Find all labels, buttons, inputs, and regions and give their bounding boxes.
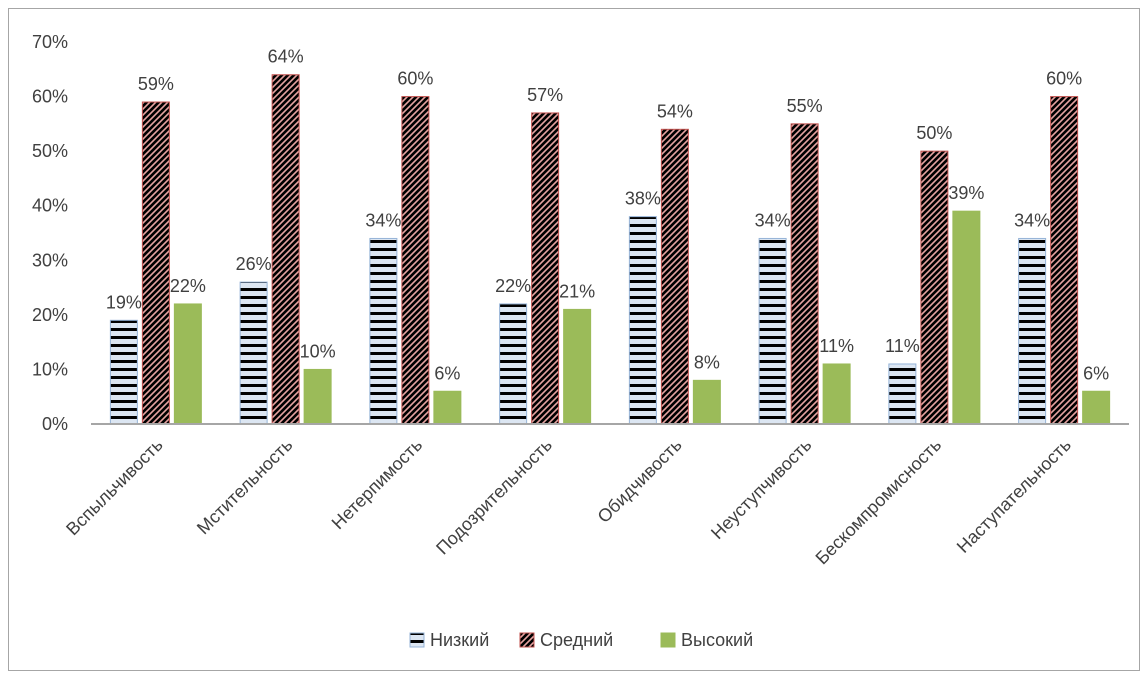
y-tick-label: 10% [32,359,68,379]
y-tick-label: 20% [32,305,68,325]
data-label: 26% [236,254,272,274]
data-label: 60% [1046,69,1082,89]
bar-high [692,379,721,425]
y-axis: 0% 10% 20% 30% 40% 50% 60% 70% [32,32,68,434]
data-labels: 19% 59% 22% 26% 64% 10% 34% 60% 6% 22% 57% 21% 38% 54… [106,47,1109,384]
bar-low [888,363,917,425]
bar-high [952,210,981,425]
data-label: 50% [916,123,952,143]
y-tick-label: 70% [32,32,68,52]
bar-mid [1050,96,1079,425]
data-label: 34% [755,210,791,230]
legend-item: Низкий [409,630,489,650]
data-label: 38% [625,189,661,209]
data-label: 34% [365,210,401,230]
data-label: 59% [138,74,174,94]
data-label: 11% [819,336,854,356]
data-label: 11% [885,336,920,356]
legend-item: Высокий [660,630,753,650]
bar-low [239,281,268,425]
bar-low [1018,237,1047,425]
data-label: 54% [657,101,693,121]
bar-low [758,237,787,425]
x-category-label: Нетерпимость [328,435,426,533]
x-category-label: Подозрительность [432,435,556,559]
data-label: 60% [397,69,433,89]
data-label: 6% [1083,363,1109,383]
bar-high [303,368,332,425]
x-category-label: Бескомпромисность [812,435,946,569]
data-label: 22% [170,276,206,296]
y-tick-label: 0% [42,414,68,434]
legend-label: Низкий [430,630,489,650]
legend-swatch [409,632,425,648]
bar-high [1082,390,1111,425]
data-label: 34% [1014,210,1050,230]
data-label: 19% [106,292,142,312]
legend-label: Высокий [681,630,753,650]
x-category-label: Мстительность [193,435,297,539]
data-label: 10% [300,341,336,361]
y-tick-label: 40% [32,196,68,216]
x-category-label: Обидчивость [594,435,686,527]
bar-high [822,363,851,425]
legend-swatch [660,632,676,648]
x-category-label: Вспыльчивость [62,435,167,540]
bar-low [499,303,528,425]
bar-mid [401,96,430,425]
data-label: 55% [787,96,823,116]
bars [109,74,1111,425]
data-label: 64% [268,47,304,67]
bar-mid [271,74,300,425]
bar-high [563,308,592,425]
bar-high [173,303,202,425]
data-label: 8% [694,352,720,372]
y-tick-label: 50% [32,141,68,161]
bar-mid [920,150,949,425]
bar-high [433,390,462,425]
data-label: 57% [527,85,563,105]
x-axis: Вспыльчивость Мстительность Нетерпимость По… [62,423,1129,569]
x-category-label: Наступательность [953,435,1075,557]
data-label: 39% [948,183,984,203]
bar-low [109,319,138,425]
legend-swatch [519,632,535,648]
bar-mid [141,101,170,425]
data-label: 21% [559,281,595,301]
data-label: 6% [434,363,460,383]
legend-label: Средний [540,630,613,650]
bar-mid [531,112,560,425]
y-tick-label: 60% [32,87,68,107]
bar-mid [660,128,689,425]
bar-low [369,237,398,425]
x-category-label: Неуступчивость [707,435,815,543]
bar-mid [790,123,819,425]
data-label: 22% [495,276,531,296]
legend: Низкий Средний Высокий [409,630,753,650]
y-tick-label: 30% [32,250,68,270]
bar-low [628,216,657,425]
legend-item: Средний [519,630,613,650]
